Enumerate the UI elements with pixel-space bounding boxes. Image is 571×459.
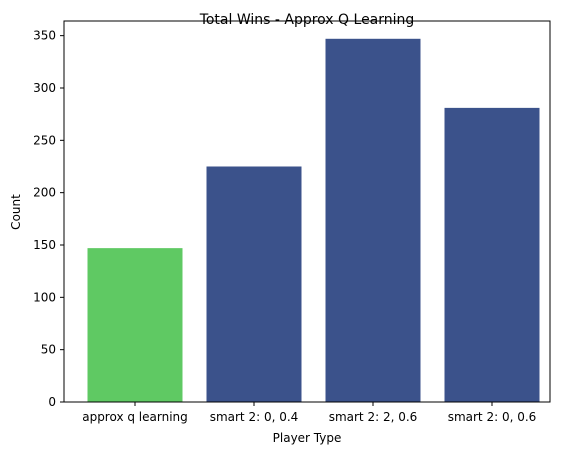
x-tick-label: approx q learning [82, 410, 188, 424]
y-axis-label: Count [9, 194, 23, 230]
y-tick-label: 300 [33, 81, 56, 95]
x-axis-label: Player Type [273, 431, 342, 445]
y-tick-label: 200 [33, 186, 56, 200]
plot-frame [63, 20, 551, 403]
y-tick-label: 250 [33, 133, 56, 147]
x-axis: approx q learning smart 2: 0, 0.4 smart 2:… [82, 402, 536, 424]
y-tick-label: 50 [41, 343, 56, 357]
chart-title: Total Wins - Approx Q Learning [199, 12, 415, 28]
bar-4 [444, 107, 540, 402]
x-tick-label: smart 2: 2, 0.6 [329, 410, 418, 424]
y-tick-label: 0 [48, 395, 56, 409]
y-axis: 0 50 100 150 200 250 300 350 [33, 29, 64, 409]
bar-3 [325, 38, 421, 403]
y-tick-label: 100 [33, 290, 56, 304]
bar-2 [206, 166, 302, 402]
x-tick-label: smart 2: 0, 0.4 [210, 410, 299, 424]
bar-1 [87, 248, 183, 402]
y-tick-label: 150 [33, 238, 56, 252]
y-tick-label: 350 [33, 29, 56, 43]
x-tick-label: smart 2: 0, 0.6 [448, 410, 537, 424]
bars-group [87, 38, 540, 403]
